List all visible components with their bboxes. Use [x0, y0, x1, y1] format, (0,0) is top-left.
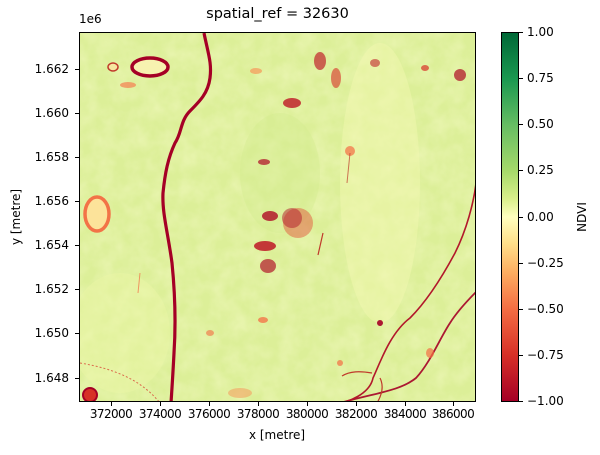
x-tick [111, 402, 112, 406]
y-tick-label: 1.660 [34, 106, 69, 120]
x-tick-label: 374000 [138, 407, 182, 421]
ndvi-raster-image [80, 33, 475, 401]
y-tick-label: 1.648 [34, 371, 69, 385]
x-tick [307, 402, 308, 406]
colorbar-tick [519, 263, 523, 264]
colorbar-label: NDVI [575, 202, 589, 232]
y-tick [75, 289, 79, 290]
y-tick-label: 1.656 [34, 194, 69, 208]
x-tick [209, 402, 210, 406]
colorbar-tick-label: 0.50 [527, 117, 554, 131]
y-tick-label: 1.658 [34, 150, 69, 164]
colorbar-tick [519, 217, 523, 218]
y-tick-label: 1.662 [34, 62, 69, 76]
y-tick-label: 1.652 [34, 282, 69, 296]
x-tick-label: 384000 [383, 407, 427, 421]
x-tick-label: 382000 [334, 407, 378, 421]
y-axis-label: y [metre] [9, 188, 23, 246]
colorbar-tick [519, 170, 523, 171]
colorbar-tick-label: 0.00 [527, 210, 554, 224]
colorbar-tick-label: 1.00 [527, 25, 554, 39]
x-tick-label: 376000 [187, 407, 231, 421]
x-tick [356, 402, 357, 406]
colorbar-tick-label: −1.00 [527, 394, 564, 408]
y-tick [75, 333, 79, 334]
x-tick [258, 402, 259, 406]
y-tick-label: 1.650 [34, 326, 69, 340]
x-tick [160, 402, 161, 406]
colorbar-tick-label: 0.75 [527, 71, 554, 85]
y-tick [75, 245, 79, 246]
x-tick-label: 380000 [285, 407, 329, 421]
colorbar-tick [519, 309, 523, 310]
y-tick [75, 157, 79, 158]
colorbar-tick-label: −0.50 [527, 302, 564, 316]
y-axis-offset-label: 1e6 [79, 12, 102, 26]
y-tick [75, 113, 79, 114]
colorbar-tick-label: −0.75 [527, 348, 564, 362]
x-axis-label: x [metre] [248, 428, 306, 442]
x-tick-label: 386000 [431, 407, 475, 421]
x-tick [453, 402, 454, 406]
y-tick [75, 378, 79, 379]
x-tick-label: 372000 [89, 407, 133, 421]
colorbar-tick [519, 401, 523, 402]
colorbar-tick [519, 78, 523, 79]
x-tick-label: 378000 [236, 407, 280, 421]
y-tick [75, 201, 79, 202]
y-tick-label: 1.654 [34, 238, 69, 252]
colorbar-tick [519, 32, 523, 33]
x-tick [405, 402, 406, 406]
colorbar-tick-label: 0.25 [527, 163, 554, 177]
colorbar-tick [519, 124, 523, 125]
river-left [161, 33, 213, 401]
colorbar-tick-label: −0.25 [527, 256, 564, 270]
chart-title: spatial_ref = 32630 [206, 6, 349, 22]
colorbar-tick [519, 355, 523, 356]
y-tick [75, 69, 79, 70]
ndvi-raster-plot [79, 32, 476, 402]
colorbar [501, 32, 519, 402]
